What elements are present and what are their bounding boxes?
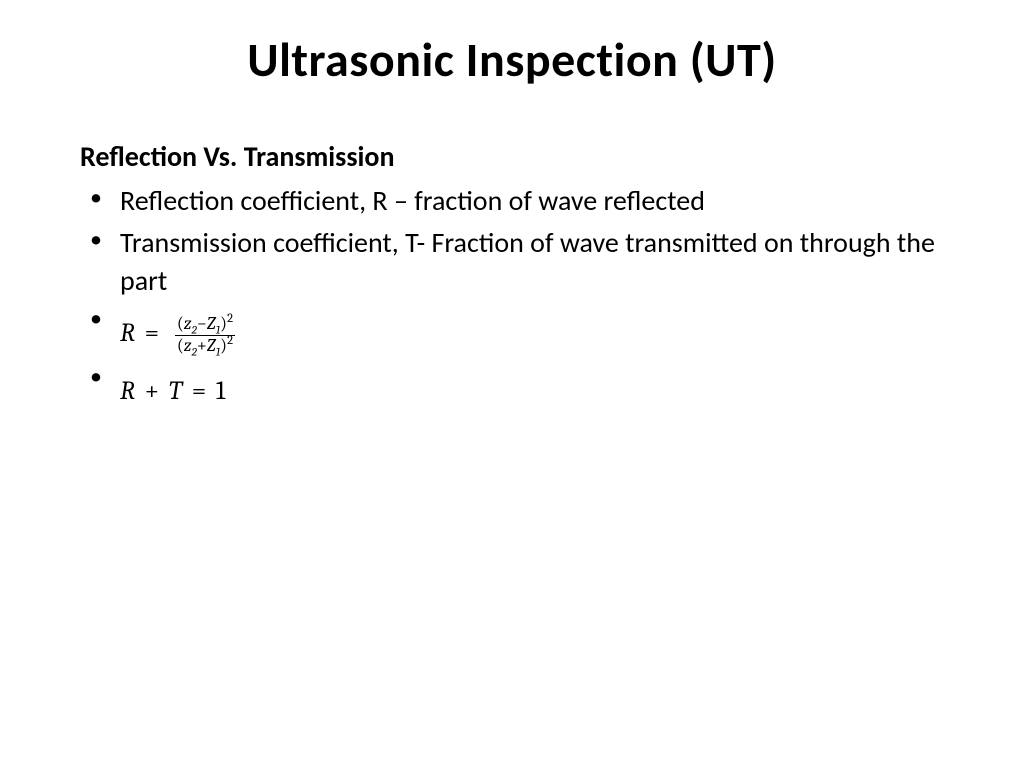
eq-equals: = <box>188 376 210 406</box>
bullet-equation-RT: R + T = 1 <box>80 361 944 409</box>
equation-RT: R + T = 1 <box>120 376 225 406</box>
bullet-item: Reflection coefficient, R – fraction of … <box>80 182 944 220</box>
bullet-list: Reflection coefficient, R – fraction of … <box>80 182 944 409</box>
bullet-item: Transmission coefficient, T- Fraction of… <box>80 224 944 300</box>
slide-subheading: Reflection Vs. Transmission <box>80 139 944 174</box>
bullet-equation-R: R = (z2−Z1)2 (z2+Z1)2 <box>80 303 944 356</box>
eq-var: R <box>120 376 135 406</box>
eq-denominator: (z2+Z1)2 <box>175 336 235 357</box>
eq-numerator: (z2−Z1)2 <box>175 314 235 336</box>
eq-pow: 2 <box>227 334 233 348</box>
eq-var: Z <box>207 313 216 334</box>
eq-equals: = <box>141 318 163 348</box>
eq-var: z <box>184 335 192 356</box>
slide: Ultrasonic Inspection (UT) Reflection Vs… <box>0 0 1024 768</box>
paren: ( <box>177 335 184 356</box>
eq-fraction: (z2−Z1)2 (z2+Z1)2 <box>175 314 235 356</box>
equation-R: R = (z2−Z1)2 (z2+Z1)2 <box>120 318 235 348</box>
eq-var: T <box>169 376 182 406</box>
eq-var: z <box>184 313 192 334</box>
eq-plus: + <box>197 335 207 356</box>
eq-var: Z <box>207 335 216 356</box>
paren: ( <box>177 313 184 334</box>
eq-pow: 2 <box>227 312 233 326</box>
eq-var: R <box>120 318 135 348</box>
eq-minus: − <box>197 313 207 334</box>
eq-num: 1 <box>216 376 225 406</box>
slide-title: Ultrasonic Inspection (UT) <box>80 30 944 89</box>
eq-plus: + <box>141 376 163 406</box>
